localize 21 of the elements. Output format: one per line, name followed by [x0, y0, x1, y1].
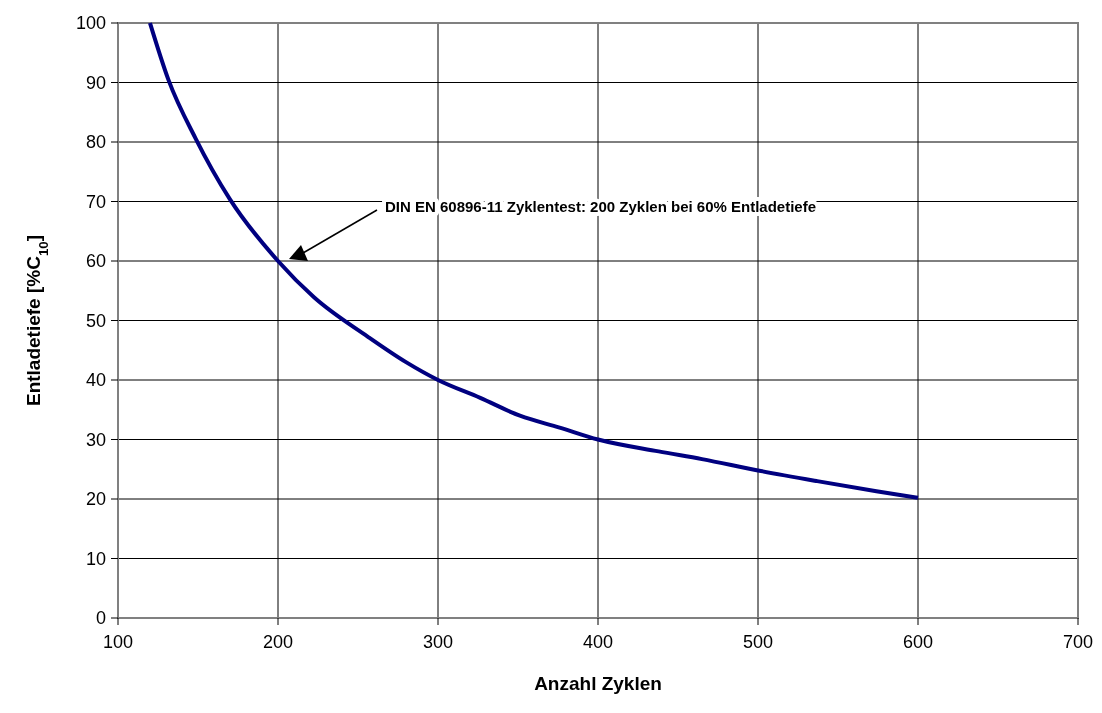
y-tick-label: 50 — [85, 310, 106, 331]
y-tick-label: 80 — [85, 132, 106, 153]
y-tick-label: 90 — [85, 72, 106, 93]
y-tick-label: 0 — [95, 608, 106, 629]
y-tick-label: 40 — [85, 370, 106, 391]
x-tick-label: 400 — [582, 632, 614, 652]
y-tick-label: 70 — [85, 191, 106, 212]
y-tick-label: 10 — [85, 548, 106, 569]
x-tick-label: 600 — [902, 632, 934, 652]
x-tick-label: 500 — [742, 632, 774, 652]
x-tick-label: 100 — [102, 632, 134, 652]
y-tick-label: 100 — [75, 13, 106, 34]
x-tick-label: 700 — [1062, 632, 1094, 652]
annotation: DIN EN 60896-11 Zyklentest: 200 Zyklen bei 60% Entladetiefe — [385, 198, 817, 215]
y-tick-label: 20 — [85, 489, 106, 510]
line-series — [148, 21, 920, 500]
x-tick-label: 300 — [422, 632, 454, 652]
y-tick-label: 60 — [85, 251, 106, 272]
y-tick-label: 30 — [85, 429, 106, 450]
x-tick-label: 200 — [262, 632, 294, 652]
x-axis-title: Anzahl Zyklen — [534, 673, 662, 694]
